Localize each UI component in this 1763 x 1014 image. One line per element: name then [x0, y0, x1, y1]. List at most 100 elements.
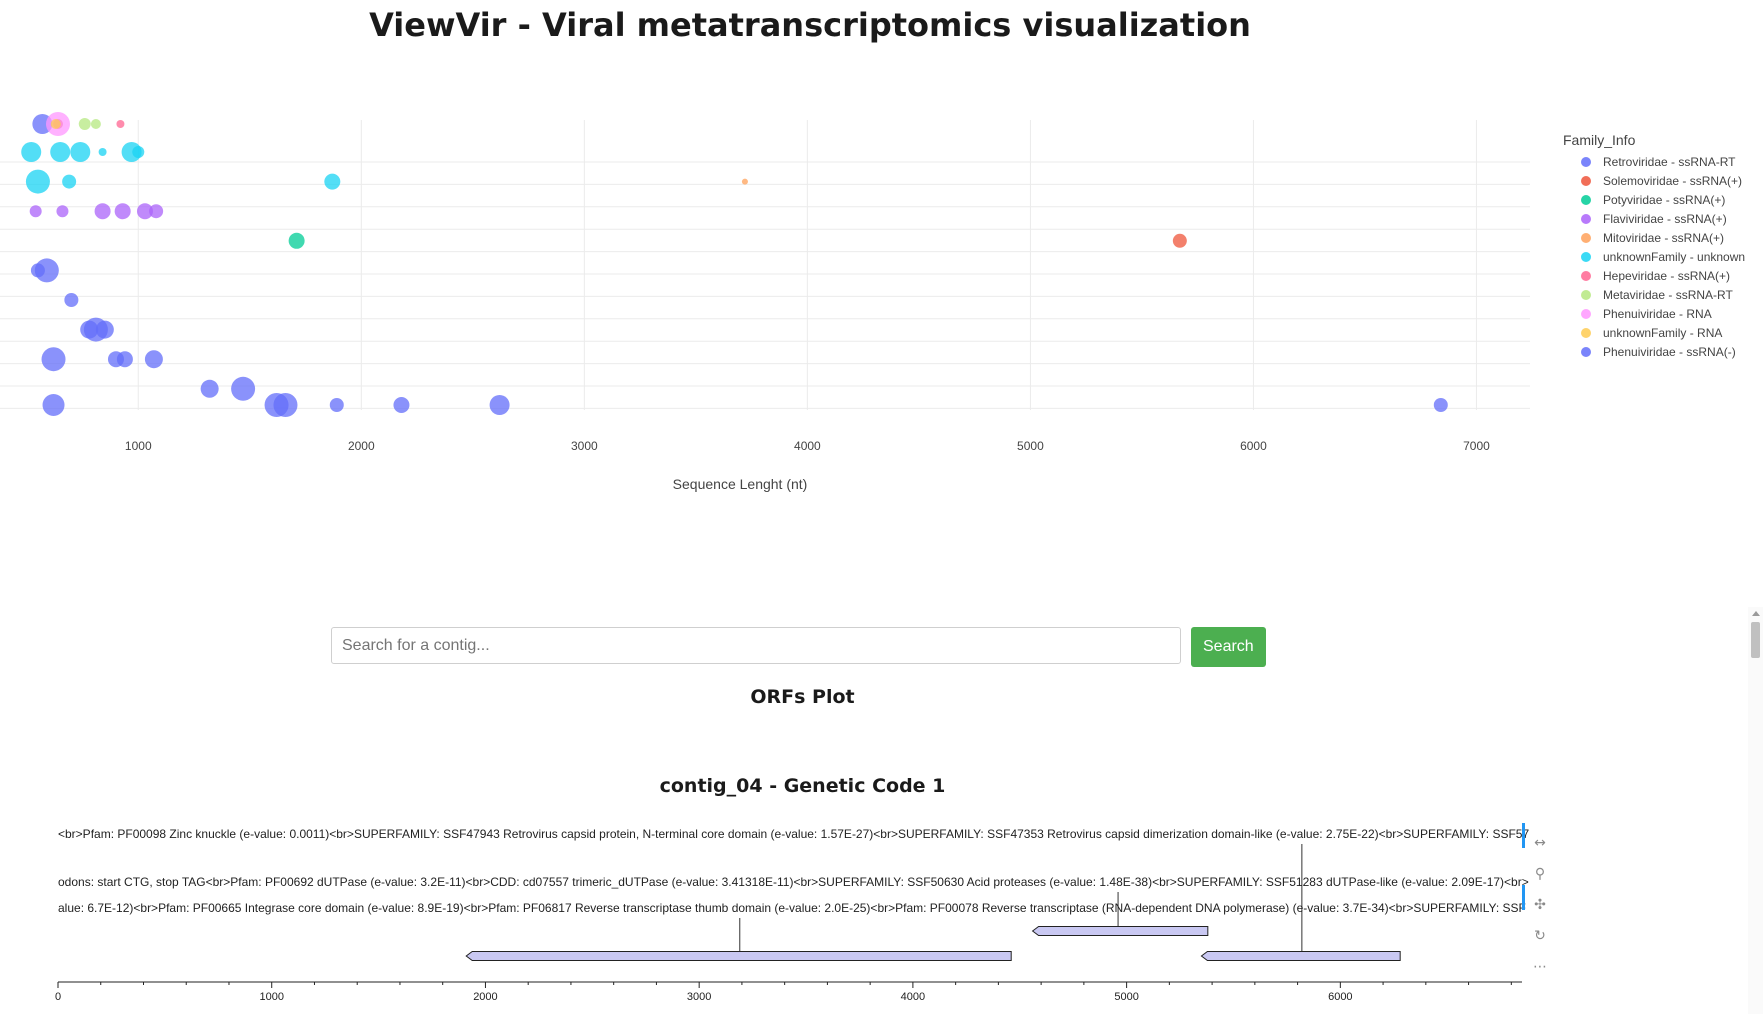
scatter-point[interactable] — [50, 142, 71, 162]
legend-marker — [1581, 175, 1591, 186]
legend-label: Phenuiviridae - RNA — [1603, 306, 1712, 321]
scatter-point[interactable] — [136, 203, 153, 220]
scatter-legend: Family_Info Retroviridae - ssRNA-RT Solem… — [1563, 132, 1745, 361]
scatter-point[interactable] — [62, 174, 77, 189]
legend-label: unknownFamily - unknown — [1603, 249, 1746, 264]
legend-label: Hepeviridae - ssRNA(+) — [1603, 268, 1731, 283]
orf-feature-arrow[interactable] — [465, 951, 1012, 961]
legend-item[interactable]: Potyviridae - ssRNA(+) — [1563, 190, 1745, 209]
orf-annotation-label[interactable]: alue: 6.7E-12)<br>Pfam: PF00665 Integras… — [58, 901, 1526, 915]
scatter-point[interactable] — [288, 232, 305, 249]
scatter-points — [21, 112, 1448, 417]
scatter-point[interactable] — [144, 350, 163, 369]
box-zoom-icon[interactable]: ✣ — [1534, 897, 1546, 913]
scroll-thumb[interactable] — [1751, 622, 1760, 658]
orf-feature-arrow[interactable] — [1031, 926, 1209, 936]
legend-item[interactable]: Phenuiviridae - ssRNA(-) — [1563, 342, 1745, 361]
orf-annotation-label[interactable]: odons: start CTG, stop TAG<br>Pfam: PF00… — [58, 875, 1529, 889]
orf-connector-lines — [739, 844, 1303, 956]
legend-item[interactable]: unknownFamily - unknown — [1563, 247, 1745, 266]
legend-item[interactable]: Mitoviridae - ssRNA(+) — [1563, 228, 1745, 247]
scatter-point[interactable] — [64, 293, 79, 307]
scatter-point[interactable] — [56, 205, 69, 218]
scatter-point[interactable] — [98, 148, 107, 156]
scatter-point[interactable] — [200, 379, 219, 398]
legend-item[interactable]: Hepeviridae - ssRNA(+) — [1563, 266, 1745, 285]
x-tick-label: 1000 — [125, 439, 152, 453]
scatter-point[interactable] — [25, 169, 50, 194]
scatter-point[interactable] — [90, 119, 101, 129]
scatter-point[interactable] — [273, 393, 298, 417]
search-bar: Search — [331, 627, 1266, 667]
legend-marker — [1581, 213, 1591, 224]
legend-marker — [1581, 270, 1591, 281]
scatter-point[interactable] — [114, 203, 131, 220]
scatter-plot[interactable]: 1000 2000 3000 4000 5000 6000 7000 Sequence Le… — [0, 110, 1540, 510]
orf-tick-label: 6000 — [1328, 991, 1352, 1003]
orf-plot[interactable]: <br>Pfam: PF00098 Zinc knuckle (e-value:… — [0, 800, 1560, 1014]
orf-tick-label: 4000 — [901, 991, 925, 1003]
scatter-point[interactable] — [393, 397, 410, 413]
legend-label: unknownFamily - RNA — [1603, 325, 1723, 340]
scatter-point[interactable] — [116, 120, 125, 128]
more-icon[interactable]: ⋯ — [1533, 959, 1547, 975]
active-tool-indicator — [1522, 823, 1525, 848]
scatter-point[interactable] — [1172, 233, 1187, 248]
orf-features — [465, 926, 1401, 961]
scroll-up-icon[interactable] — [1752, 611, 1760, 616]
scatter-point[interactable] — [21, 142, 42, 162]
active-tool-indicator — [1522, 885, 1525, 910]
x-tick-label: 3000 — [571, 439, 598, 453]
orf-tick-label: 1000 — [259, 991, 283, 1003]
orfs-section-title: ORFs Plot — [750, 686, 855, 708]
scatter-point[interactable] — [116, 351, 133, 368]
orf-annotation-label[interactable]: <br>Pfam: PF00098 Zinc knuckle (e-value:… — [58, 827, 1529, 841]
legend-item[interactable]: Retroviridae - ssRNA-RT — [1563, 152, 1745, 171]
orf-tick-label: 2000 — [473, 991, 497, 1003]
orf-feature-arrow[interactable] — [1200, 951, 1401, 961]
x-tick-label: 2000 — [348, 439, 375, 453]
scatter-point[interactable] — [34, 258, 59, 283]
orf-tick-label: 3000 — [687, 991, 711, 1003]
scatter-point[interactable] — [50, 119, 61, 129]
x-tick-label: 7000 — [1463, 439, 1490, 453]
x-tick-label: 4000 — [794, 439, 821, 453]
scatter-point[interactable] — [329, 398, 344, 412]
legend-label: Phenuiviridae - ssRNA(-) — [1603, 344, 1736, 359]
legend-item[interactable]: Flaviviridae - ssRNA(+) — [1563, 209, 1745, 228]
vertical-scrollbar[interactable] — [1748, 607, 1763, 1014]
plot-toolbar: ↔ ⚲ ✣ ↻ ⋯ — [1522, 828, 1558, 983]
legend-item[interactable]: unknownFamily - RNA — [1563, 323, 1745, 342]
scatter-point[interactable] — [324, 173, 341, 190]
scatter-point[interactable] — [94, 203, 111, 220]
legend-title: Family_Info — [1563, 132, 1636, 148]
legend-item[interactable]: Metaviridae - ssRNA-RT — [1563, 285, 1745, 304]
scatter-point[interactable] — [42, 394, 65, 416]
legend-items: Retroviridae - ssRNA-RT Solemoviridae - s… — [1563, 152, 1745, 361]
search-button[interactable]: Search — [1191, 627, 1266, 667]
scatter-point[interactable] — [741, 178, 748, 185]
scatter-point[interactable] — [70, 142, 91, 162]
legend-label: Mitoviridae - ssRNA(+) — [1603, 230, 1725, 245]
scatter-point[interactable] — [149, 204, 164, 219]
scatter-point[interactable] — [1433, 398, 1448, 412]
legend-marker — [1581, 346, 1591, 357]
reset-icon[interactable]: ↻ — [1534, 928, 1546, 944]
search-input[interactable] — [331, 627, 1181, 664]
legend-marker — [1581, 327, 1591, 338]
scatter-point[interactable] — [95, 320, 114, 339]
legend-item[interactable]: Phenuiviridae - RNA — [1563, 304, 1745, 323]
scatter-point[interactable] — [231, 376, 256, 401]
pan-icon[interactable]: ↔ — [1534, 835, 1546, 851]
legend-label: Retroviridae - ssRNA-RT — [1603, 154, 1736, 169]
legend-marker — [1581, 194, 1591, 205]
wheel-zoom-icon[interactable]: ⚲ — [1534, 866, 1546, 882]
scatter-point[interactable] — [489, 395, 510, 415]
scatter-point[interactable] — [78, 118, 91, 130]
scatter-point[interactable] — [29, 205, 42, 218]
legend-item[interactable]: Solemoviridae - ssRNA(+) — [1563, 171, 1745, 190]
legend-marker — [1581, 156, 1591, 167]
legend-label: Potyviridae - ssRNA(+) — [1603, 192, 1726, 207]
scatter-point[interactable] — [132, 146, 145, 158]
scatter-point[interactable] — [41, 347, 66, 372]
